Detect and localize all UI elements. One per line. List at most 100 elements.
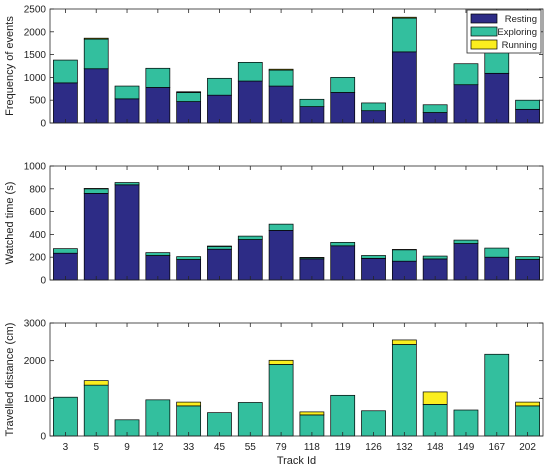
y-tick-label: 1000	[24, 73, 47, 84]
bar-exploring-79	[269, 224, 293, 230]
x-tick-label-55: 55	[245, 442, 257, 453]
bar-resting-9	[115, 185, 139, 280]
bar-running-118	[300, 412, 324, 415]
y-axis-label: Watched time (s)	[4, 182, 16, 265]
bar-exploring-5	[84, 385, 108, 436]
bar-exploring-148	[423, 404, 447, 436]
y-tick-label: 2500	[24, 5, 47, 16]
panel-2: 0 200 400 600 800 1000 Watched time (s)	[4, 162, 543, 287]
bar-resting-132	[392, 52, 416, 123]
bar-exploring-126	[362, 255, 386, 258]
bar-resting-149	[454, 85, 478, 123]
y-tick-label: 2000	[24, 27, 47, 38]
bar-exploring-119	[331, 77, 355, 92]
bar-exploring-126	[362, 103, 386, 111]
bar-exploring-202	[516, 100, 540, 109]
bar-resting-55	[238, 81, 262, 123]
y-tick-label: 0	[40, 276, 46, 287]
bar-resting-119	[331, 246, 355, 280]
panel-1: 0 500 1000 1500 2000 2500 Frequency of events	[4, 5, 543, 130]
legend-swatch-exploring	[471, 27, 497, 36]
x-axis-label: Track Id	[277, 455, 316, 467]
bar-exploring-9	[115, 183, 139, 185]
bar-exploring-33	[177, 406, 201, 436]
x-tick-label-33: 33	[183, 442, 195, 453]
legend-swatch-resting	[471, 14, 497, 23]
bar-running-132	[392, 17, 416, 18]
bar-exploring-79	[269, 70, 293, 86]
bar-resting-3	[53, 253, 77, 280]
bar-running-202	[516, 402, 540, 406]
x-tick-label-126: 126	[365, 442, 382, 453]
bar-exploring-149	[454, 64, 478, 85]
bar-exploring-3	[53, 397, 77, 436]
bar-resting-149	[454, 244, 478, 280]
bar-exploring-119	[331, 395, 355, 436]
bar-running-132	[392, 340, 416, 345]
y-tick-label: 1500	[24, 50, 47, 61]
y-tick-label: 500	[29, 96, 46, 107]
y-tick-label: 1000	[24, 162, 47, 173]
bar-exploring-118	[300, 99, 324, 106]
y-tick-label: 2000	[24, 356, 47, 367]
y-tick-label: 200	[29, 253, 46, 264]
bar-exploring-79	[269, 364, 293, 436]
y-axis-label: Frequency of events	[4, 16, 16, 116]
x-tick-label-5: 5	[93, 442, 99, 453]
x-tick-label-79: 79	[276, 442, 288, 453]
bar-running-5	[84, 38, 108, 39]
bar-resting-79	[269, 230, 293, 280]
x-tick-label-132: 132	[396, 442, 413, 453]
bar-exploring-149	[454, 240, 478, 243]
x-tick-label-3: 3	[63, 442, 69, 453]
legend-label-running: Running	[502, 40, 537, 51]
bar-exploring-167	[485, 51, 509, 73]
bar-exploring-5	[84, 189, 108, 194]
bar-exploring-12	[146, 68, 170, 87]
bar-running-33	[177, 92, 201, 93]
bar-exploring-148	[423, 105, 447, 113]
bar-resting-3	[53, 83, 77, 123]
bar-resting-79	[269, 86, 293, 123]
bar-exploring-3	[53, 249, 77, 254]
bar-resting-45	[207, 95, 231, 123]
x-tick-label-12: 12	[152, 442, 164, 453]
x-tick-label-9: 9	[124, 442, 130, 453]
bar-resting-12	[146, 87, 170, 123]
bar-exploring-202	[516, 257, 540, 260]
legend-swatch-running	[471, 40, 497, 49]
x-tick-label-167: 167	[488, 442, 505, 453]
bar-exploring-119	[331, 242, 355, 245]
bar-running-79	[269, 360, 293, 364]
bar-exploring-5	[84, 39, 108, 69]
x-tick-label-118: 118	[304, 442, 320, 453]
y-tick-label: 0	[40, 432, 46, 443]
y-tick-label: 600	[29, 207, 46, 218]
bar-running-148	[423, 392, 447, 404]
y-tick-label: 0	[40, 119, 46, 130]
bar-exploring-45	[207, 78, 231, 95]
y-tick-label: 400	[29, 230, 46, 241]
bar-running-5	[84, 381, 108, 386]
bar-exploring-55	[238, 62, 262, 81]
bar-running-33	[177, 402, 201, 406]
bar-running-79	[269, 69, 293, 70]
bar-exploring-132	[392, 18, 416, 52]
bar-resting-55	[238, 240, 262, 280]
bar-exploring-148	[423, 256, 447, 259]
bar-resting-45	[207, 249, 231, 280]
bar-exploring-132	[392, 250, 416, 261]
bar-exploring-55	[238, 236, 262, 239]
y-tick-label: 800	[29, 184, 46, 195]
bar-exploring-45	[207, 246, 231, 249]
bar-exploring-12	[146, 253, 170, 256]
bar-exploring-9	[115, 86, 139, 99]
x-tick-label-148: 148	[427, 442, 444, 453]
legend-label-resting: Resting	[505, 14, 537, 25]
y-tick-label: 3000	[24, 319, 47, 330]
bar-resting-167	[485, 73, 509, 123]
